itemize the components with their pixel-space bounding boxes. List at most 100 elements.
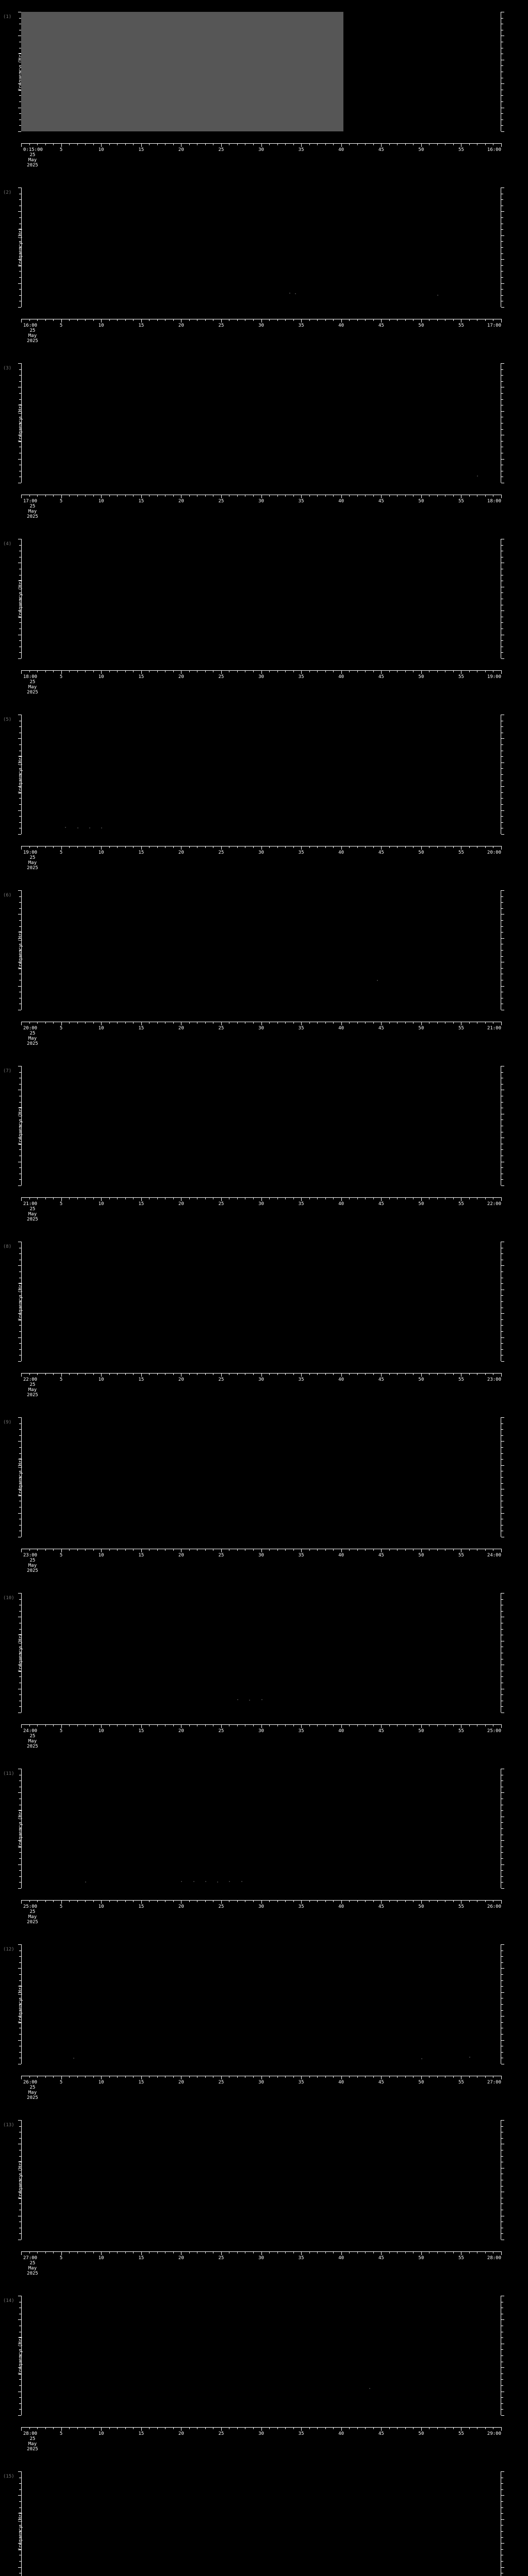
y-tick-major-right bbox=[501, 1465, 504, 1466]
x-tick bbox=[29, 143, 30, 145]
x-tick bbox=[261, 495, 262, 498]
x-tick bbox=[45, 1724, 46, 1726]
x-tick-label: 25 bbox=[218, 1377, 224, 1382]
y-tick-major bbox=[18, 2319, 21, 2320]
x-tick bbox=[37, 670, 38, 672]
x-tick bbox=[357, 495, 358, 497]
x-tick bbox=[485, 1549, 486, 1551]
y-tick-minor-right bbox=[501, 1349, 503, 1350]
date-day: 25 bbox=[29, 1558, 36, 1563]
x-tick bbox=[37, 1022, 38, 1024]
x-tick bbox=[317, 1900, 318, 1902]
y-tick-minor bbox=[19, 968, 21, 969]
x-tick bbox=[29, 319, 30, 321]
x-tick bbox=[277, 2251, 278, 2253]
date-day: 25 bbox=[29, 328, 36, 333]
x-tick bbox=[381, 2076, 382, 2079]
y-tick-minor-right bbox=[501, 429, 503, 430]
y-tick-major-right bbox=[501, 2471, 504, 2472]
plot-area-wrapper: Frequency (Hz)02004006008001000 bbox=[0, 2296, 528, 2416]
date-label: 25 May 2025 bbox=[27, 328, 38, 344]
x-tick-label: 45 bbox=[378, 1728, 384, 1734]
y-tick-major bbox=[18, 1441, 21, 1442]
y-tick-minor-right bbox=[501, 241, 503, 242]
x-tick bbox=[173, 495, 174, 497]
y-tick-major-right bbox=[501, 1417, 504, 1418]
y-tick-major-right bbox=[501, 211, 504, 212]
date-label: 25 May 2025 bbox=[27, 1558, 38, 1573]
signal-detection-mark bbox=[294, 293, 296, 294]
y-tick-major-right bbox=[501, 890, 504, 891]
signal-detection-mark bbox=[249, 1699, 251, 1701]
x-tick bbox=[149, 2076, 150, 2078]
data-coverage-block bbox=[21, 12, 344, 131]
x-tick bbox=[269, 2427, 270, 2429]
y-tick-major bbox=[18, 2519, 21, 2520]
x-axis-end-label: 21:00 bbox=[487, 1026, 501, 1031]
x-tick-label: 30 bbox=[258, 2080, 264, 2085]
y-tick-minor bbox=[19, 1706, 21, 1707]
x-tick bbox=[181, 1022, 182, 1025]
y-tick-minor-right bbox=[501, 1477, 503, 1478]
y-tick-major bbox=[18, 2120, 21, 2121]
x-tick bbox=[413, 319, 414, 321]
x-tick bbox=[357, 2076, 358, 2078]
x-tick bbox=[469, 1022, 470, 1024]
y-tick-major-right bbox=[501, 834, 504, 835]
x-tick-label: 10 bbox=[98, 323, 104, 328]
x-tick bbox=[205, 846, 206, 848]
x-tick bbox=[309, 670, 310, 672]
x-tick-label: 30 bbox=[258, 1201, 264, 1207]
x-tick bbox=[269, 143, 270, 145]
y-tick-minor-right bbox=[501, 2531, 503, 2532]
y-tick-minor-right bbox=[501, 2385, 503, 2386]
date-year: 2025 bbox=[27, 1217, 38, 1222]
x-tick-label: 5 bbox=[59, 1377, 63, 1382]
x-tick bbox=[141, 1197, 142, 1201]
x-tick bbox=[349, 1549, 350, 1551]
x-tick bbox=[413, 2427, 414, 2429]
x-tick bbox=[85, 319, 86, 321]
x-tick bbox=[173, 1724, 174, 1726]
date-day: 25 bbox=[29, 152, 36, 158]
x-tick bbox=[181, 1549, 182, 1552]
y-tick-minor-right bbox=[501, 968, 503, 969]
date-year: 2025 bbox=[27, 1041, 38, 1046]
x-tick bbox=[381, 1197, 382, 1201]
x-tick bbox=[293, 2076, 294, 2078]
x-tick bbox=[53, 1900, 54, 1902]
x-tick bbox=[165, 2251, 166, 2253]
signal-detection-mark bbox=[289, 293, 290, 294]
x-tick-label: 55 bbox=[458, 2080, 464, 2085]
x-tick bbox=[349, 2251, 350, 2253]
x-tick-label: 5 bbox=[59, 147, 63, 152]
x-tick bbox=[389, 1549, 390, 1551]
x-tick bbox=[61, 670, 62, 674]
y-tick-minor-right bbox=[501, 622, 503, 623]
x-tick bbox=[333, 2427, 334, 2429]
x-tick bbox=[101, 670, 102, 674]
y-tick-minor bbox=[19, 101, 21, 102]
x-tick bbox=[389, 846, 390, 848]
x-tick bbox=[333, 319, 334, 321]
x-tick bbox=[93, 1900, 94, 1902]
y-tick-minor bbox=[19, 1301, 21, 1302]
x-tick bbox=[501, 1197, 502, 1201]
x-tick bbox=[301, 1549, 302, 1552]
y-tick-minor-right bbox=[501, 381, 503, 382]
plot-axes: 02004006008001000 bbox=[18, 12, 504, 132]
x-tick bbox=[29, 2427, 30, 2429]
y-tick-minor bbox=[19, 1956, 21, 1957]
x-tick bbox=[341, 846, 342, 850]
y-tick-minor bbox=[19, 1429, 21, 1430]
y-tick-minor-right bbox=[501, 217, 503, 218]
x-tick bbox=[109, 495, 110, 497]
x-tick bbox=[373, 2251, 374, 2253]
signal-detection-mark bbox=[77, 827, 78, 828]
y-tick-minor-right bbox=[501, 1343, 503, 1344]
x-tick bbox=[109, 670, 110, 672]
x-tick bbox=[269, 1373, 270, 1375]
x-tick bbox=[85, 2251, 86, 2253]
y-tick-minor bbox=[19, 271, 21, 272]
x-tick bbox=[45, 1022, 46, 1024]
